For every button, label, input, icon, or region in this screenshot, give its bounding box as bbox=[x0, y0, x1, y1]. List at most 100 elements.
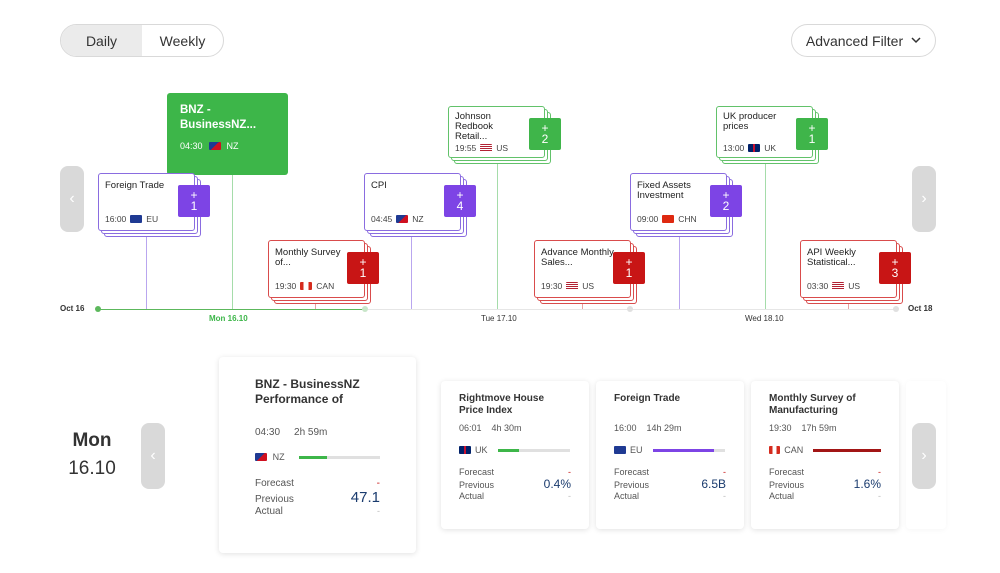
event-time: 03:30 bbox=[807, 281, 829, 291]
stem bbox=[765, 162, 766, 309]
eu-flag-icon bbox=[614, 446, 626, 454]
chn-flag-icon bbox=[662, 215, 675, 223]
chevron-down-icon bbox=[911, 37, 921, 44]
chevron-right-icon: › bbox=[921, 190, 927, 207]
event-card-advance-monthly-sales[interactable]: Advance Monthly Sales... 19:30 US bbox=[534, 240, 631, 298]
event-summary-card[interactable]: Foreign Trade 16:00 14h 29m EU Forecast - … bbox=[596, 381, 744, 529]
axis-end-label: Oct 18 bbox=[908, 304, 933, 313]
card-countdown: 4h 30m bbox=[491, 423, 522, 433]
axis-wed-label: Wed 18.10 bbox=[745, 314, 784, 323]
cards-next-button[interactable]: › bbox=[912, 423, 936, 489]
nz-flag-icon bbox=[208, 142, 221, 150]
card-countdown: 17h 59m bbox=[801, 423, 837, 433]
card-country: UK bbox=[475, 445, 488, 455]
event-count-badge[interactable]: +2 bbox=[529, 118, 561, 150]
daily-tab[interactable]: Daily bbox=[61, 25, 142, 56]
previous-label: Previous bbox=[614, 480, 650, 490]
card-time: 16:00 bbox=[614, 423, 637, 433]
event-title: Monthly Survey of... bbox=[275, 247, 341, 268]
event-count-badge[interactable]: +1 bbox=[347, 252, 379, 284]
event-count-badge[interactable]: +3 bbox=[879, 252, 911, 284]
timeline-prev-button[interactable]: ‹ bbox=[60, 166, 84, 232]
us-flag-icon bbox=[566, 282, 579, 290]
forecast-value: - bbox=[878, 467, 881, 477]
us-flag-icon bbox=[832, 282, 845, 290]
uk-flag-icon bbox=[748, 144, 761, 152]
can-flag-icon bbox=[300, 282, 313, 290]
event-title: CPI bbox=[371, 180, 387, 191]
previous-label: Previous bbox=[769, 480, 805, 490]
event-count-badge[interactable]: +1 bbox=[613, 252, 645, 284]
nz-flag-icon bbox=[255, 453, 267, 461]
timeline-next-button[interactable]: › bbox=[912, 166, 936, 232]
selected-event-title: BNZ - BusinessNZ... bbox=[180, 104, 257, 131]
event-summary-card[interactable]: Monthly Survey of Manufacturing 19:30 17h… bbox=[751, 381, 899, 529]
event-title: Fixed Assets Investment bbox=[637, 180, 691, 201]
event-card-fixed-assets[interactable]: Fixed Assets Investment 09:00 CHN bbox=[630, 173, 727, 231]
event-time: 19:30 bbox=[541, 281, 563, 291]
previous-value: 47.1 bbox=[350, 489, 380, 506]
stem bbox=[411, 232, 412, 309]
actual-label: Actual bbox=[459, 491, 485, 501]
event-card-johnson-redbook[interactable]: Johnson Redbook Retail... 19:55 US bbox=[448, 106, 545, 158]
event-country: NZ bbox=[412, 214, 424, 224]
event-count-badge[interactable]: +1 bbox=[796, 118, 828, 150]
forecast-label: Forecast bbox=[769, 467, 805, 477]
main-event-country: NZ bbox=[272, 452, 285, 462]
card-progress-bar bbox=[497, 448, 570, 452]
selected-event-country: NZ bbox=[226, 141, 239, 151]
previous-label: Previous bbox=[459, 480, 495, 490]
event-count-badge[interactable]: +2 bbox=[710, 185, 742, 217]
event-time: 13:00 bbox=[723, 143, 745, 153]
event-count-badge[interactable]: +4 bbox=[444, 185, 476, 217]
can-flag-icon bbox=[769, 446, 781, 454]
event-time: 19:30 bbox=[275, 281, 297, 291]
day-date: 16.10 bbox=[68, 458, 116, 479]
previous-label: Previous bbox=[255, 494, 294, 505]
card-country: CAN bbox=[784, 445, 804, 455]
forecast-label: Forecast bbox=[614, 467, 650, 477]
actual-value: - bbox=[568, 491, 571, 501]
card-time: 19:30 bbox=[769, 423, 792, 433]
forecast-value: - bbox=[376, 478, 380, 489]
event-country: US bbox=[582, 281, 595, 291]
event-time: 19:55 bbox=[455, 143, 477, 153]
event-summary-card[interactable]: Rightmove House Price Index 06:01 4h 30m … bbox=[441, 381, 589, 529]
day-name: Mon bbox=[72, 430, 112, 451]
event-country: US bbox=[848, 281, 861, 291]
selected-event-card[interactable]: BNZ - BusinessNZ... 04:30 NZ bbox=[167, 93, 288, 175]
event-card-cpi[interactable]: CPI 04:45 NZ bbox=[364, 173, 461, 231]
card-time: 06:01 bbox=[459, 423, 482, 433]
event-title: UK producer prices bbox=[723, 111, 777, 132]
timeline-dot bbox=[627, 306, 633, 312]
cards-prev-button[interactable]: ‹ bbox=[141, 423, 165, 489]
timeline-start-dot bbox=[95, 306, 101, 312]
axis-mon-label: Mon 16.10 bbox=[209, 314, 248, 323]
previous-value: 0.4% bbox=[543, 477, 571, 491]
card-title: Foreign Trade bbox=[614, 393, 681, 404]
event-count-badge[interactable]: +1 bbox=[178, 185, 210, 217]
card-progress-bar bbox=[813, 448, 881, 452]
event-country: EU bbox=[146, 214, 159, 224]
event-country: CAN bbox=[316, 281, 335, 291]
actual-label: Actual bbox=[769, 491, 795, 501]
card-title: Rightmove House Price Index bbox=[459, 393, 545, 416]
main-event-countdown: 2h 59m bbox=[294, 427, 328, 438]
timeline-axis bbox=[97, 309, 897, 310]
event-country: US bbox=[496, 143, 509, 153]
weekly-tab[interactable]: Weekly bbox=[159, 32, 206, 49]
timeline-now-dot bbox=[362, 306, 368, 312]
stem bbox=[497, 162, 498, 309]
main-event-card[interactable]: BNZ - BusinessNZ Performance of 04:30 2h… bbox=[219, 357, 416, 553]
advanced-filter-label: Advanced Filter bbox=[805, 32, 904, 49]
eu-flag-icon bbox=[130, 215, 143, 223]
advanced-filter-button[interactable]: Advanced Filter bbox=[791, 24, 936, 57]
event-title: API Weekly Statistical... bbox=[807, 247, 856, 268]
actual-value: - bbox=[377, 506, 380, 516]
actual-label: Actual bbox=[614, 491, 640, 501]
stem bbox=[679, 232, 680, 309]
selected-event-time: 04:30 bbox=[180, 141, 203, 151]
actual-value: - bbox=[723, 491, 726, 501]
card-title: Monthly Survey of Manufacturing bbox=[769, 393, 856, 416]
actual-label: Actual bbox=[255, 506, 283, 517]
